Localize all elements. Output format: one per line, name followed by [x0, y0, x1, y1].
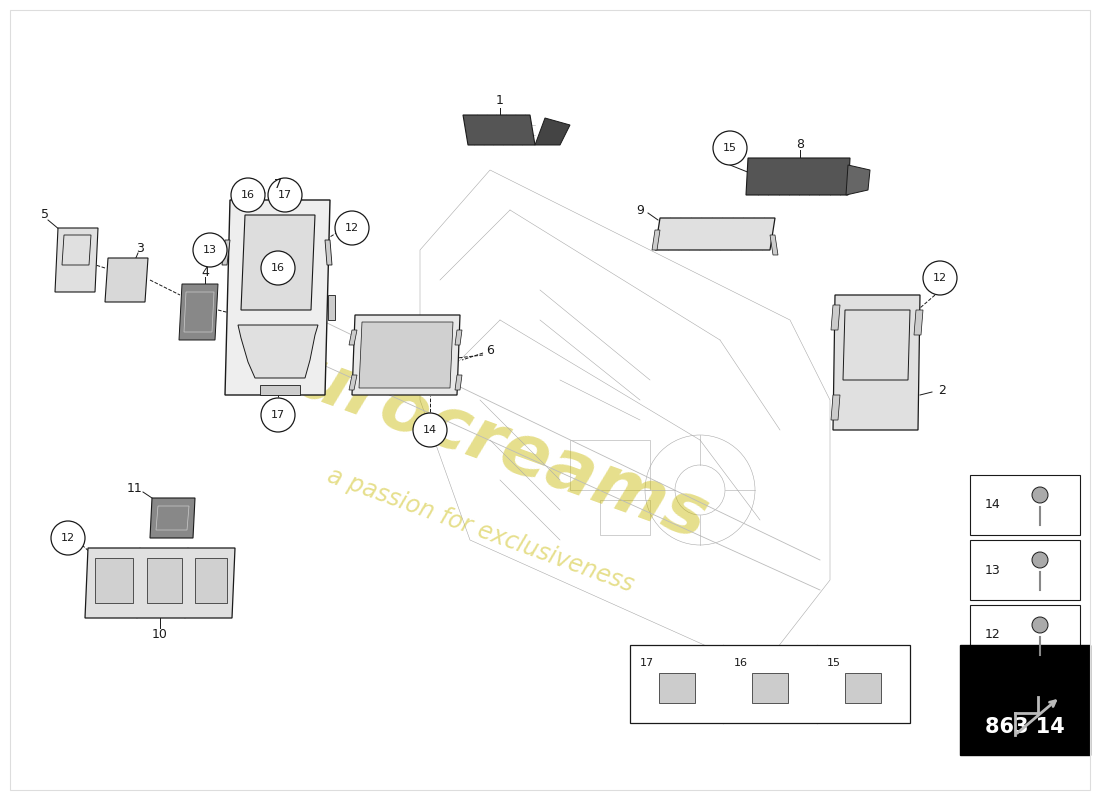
Polygon shape	[654, 218, 776, 250]
Text: 15: 15	[723, 143, 737, 153]
Text: 12: 12	[345, 223, 359, 233]
Circle shape	[923, 261, 957, 295]
Text: 13: 13	[984, 563, 1001, 577]
Text: 16: 16	[241, 190, 255, 200]
Text: 2: 2	[938, 383, 946, 397]
Bar	[147, 558, 182, 603]
Text: 17: 17	[640, 658, 654, 668]
Polygon shape	[833, 295, 920, 430]
Polygon shape	[770, 235, 778, 255]
Text: 1: 1	[496, 94, 504, 106]
Circle shape	[231, 178, 265, 212]
Polygon shape	[328, 295, 336, 320]
Polygon shape	[179, 284, 218, 340]
Text: 17: 17	[278, 190, 293, 200]
Polygon shape	[55, 228, 98, 292]
Circle shape	[268, 178, 302, 212]
Bar	[195, 558, 227, 603]
Polygon shape	[455, 375, 462, 390]
Text: 7: 7	[274, 178, 282, 191]
Polygon shape	[830, 395, 840, 420]
Text: 5: 5	[41, 209, 50, 222]
Text: a passion for exclusiveness: a passion for exclusiveness	[323, 463, 637, 597]
Text: 8: 8	[796, 138, 804, 151]
Polygon shape	[324, 240, 332, 265]
Polygon shape	[352, 315, 460, 395]
Polygon shape	[150, 498, 195, 538]
Polygon shape	[349, 330, 358, 345]
Circle shape	[1032, 617, 1048, 633]
Bar	[970, 540, 1080, 600]
Circle shape	[336, 211, 368, 245]
Circle shape	[713, 131, 747, 165]
Bar	[630, 645, 910, 723]
Text: 9: 9	[636, 203, 644, 217]
Bar	[95, 558, 133, 603]
Polygon shape	[238, 325, 318, 378]
Polygon shape	[830, 305, 840, 330]
Text: 17: 17	[271, 410, 285, 420]
Text: 14: 14	[984, 498, 1001, 511]
Text: 13: 13	[204, 245, 217, 255]
Circle shape	[261, 398, 295, 432]
Polygon shape	[463, 115, 535, 145]
Circle shape	[1032, 552, 1048, 568]
Polygon shape	[455, 330, 462, 345]
Text: 863 14: 863 14	[986, 717, 1065, 737]
Text: 14: 14	[422, 425, 437, 435]
Polygon shape	[652, 230, 660, 250]
Polygon shape	[222, 240, 230, 265]
Text: eurocreams: eurocreams	[243, 326, 717, 554]
Circle shape	[51, 521, 85, 555]
Text: 6: 6	[486, 343, 494, 357]
Text: 12: 12	[984, 629, 1001, 642]
Text: 15: 15	[827, 658, 840, 668]
Circle shape	[192, 233, 227, 267]
Bar	[752, 673, 788, 703]
Polygon shape	[349, 375, 358, 390]
Polygon shape	[260, 385, 300, 395]
Text: 16: 16	[271, 263, 285, 273]
Text: 12: 12	[933, 273, 947, 283]
Text: 12: 12	[60, 533, 75, 543]
Text: 4: 4	[201, 266, 209, 278]
Bar	[600, 500, 650, 535]
Text: 16: 16	[734, 658, 747, 668]
Bar	[960, 645, 1090, 755]
Polygon shape	[914, 310, 923, 335]
Polygon shape	[846, 165, 870, 195]
Text: 10: 10	[152, 629, 168, 642]
Bar	[970, 605, 1080, 665]
Circle shape	[412, 413, 447, 447]
Polygon shape	[535, 118, 570, 145]
Polygon shape	[226, 200, 330, 395]
Polygon shape	[104, 258, 148, 302]
Bar	[570, 440, 650, 490]
Polygon shape	[85, 548, 235, 618]
Bar	[659, 673, 695, 703]
Polygon shape	[359, 322, 453, 388]
Text: 3: 3	[136, 242, 144, 254]
Bar	[845, 673, 881, 703]
Polygon shape	[746, 158, 850, 195]
Text: 11: 11	[128, 482, 143, 494]
Circle shape	[1032, 487, 1048, 503]
Bar	[970, 475, 1080, 535]
Circle shape	[261, 251, 295, 285]
Polygon shape	[241, 215, 315, 310]
